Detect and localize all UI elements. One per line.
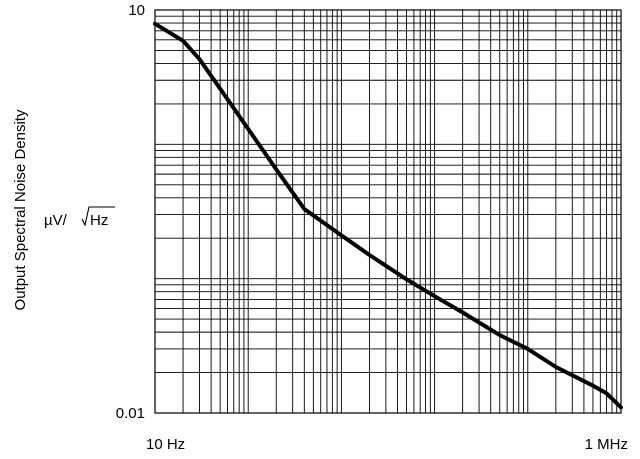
square-root-icon: [81, 206, 115, 227]
unit-radicand: Hz: [90, 212, 108, 229]
plot-frame: [154, 9, 622, 414]
y-tick-label: 10: [128, 2, 145, 19]
y-axis-title: Output Spectral Noise Density: [12, 109, 29, 310]
unit-prefix: µV/: [44, 212, 68, 229]
tick-labels: 10 Hz 1 MHz 10 0.01: [116, 2, 628, 453]
x-tick-label: 1 MHz: [585, 436, 628, 453]
y-tick-label: 0.01: [116, 405, 145, 422]
y-axis-unit-label: µV/ Hz: [44, 206, 115, 229]
x-tick-label: 10 Hz: [146, 436, 185, 453]
series-line-noise-density: [153, 21, 623, 410]
grid: [155, 10, 621, 413]
